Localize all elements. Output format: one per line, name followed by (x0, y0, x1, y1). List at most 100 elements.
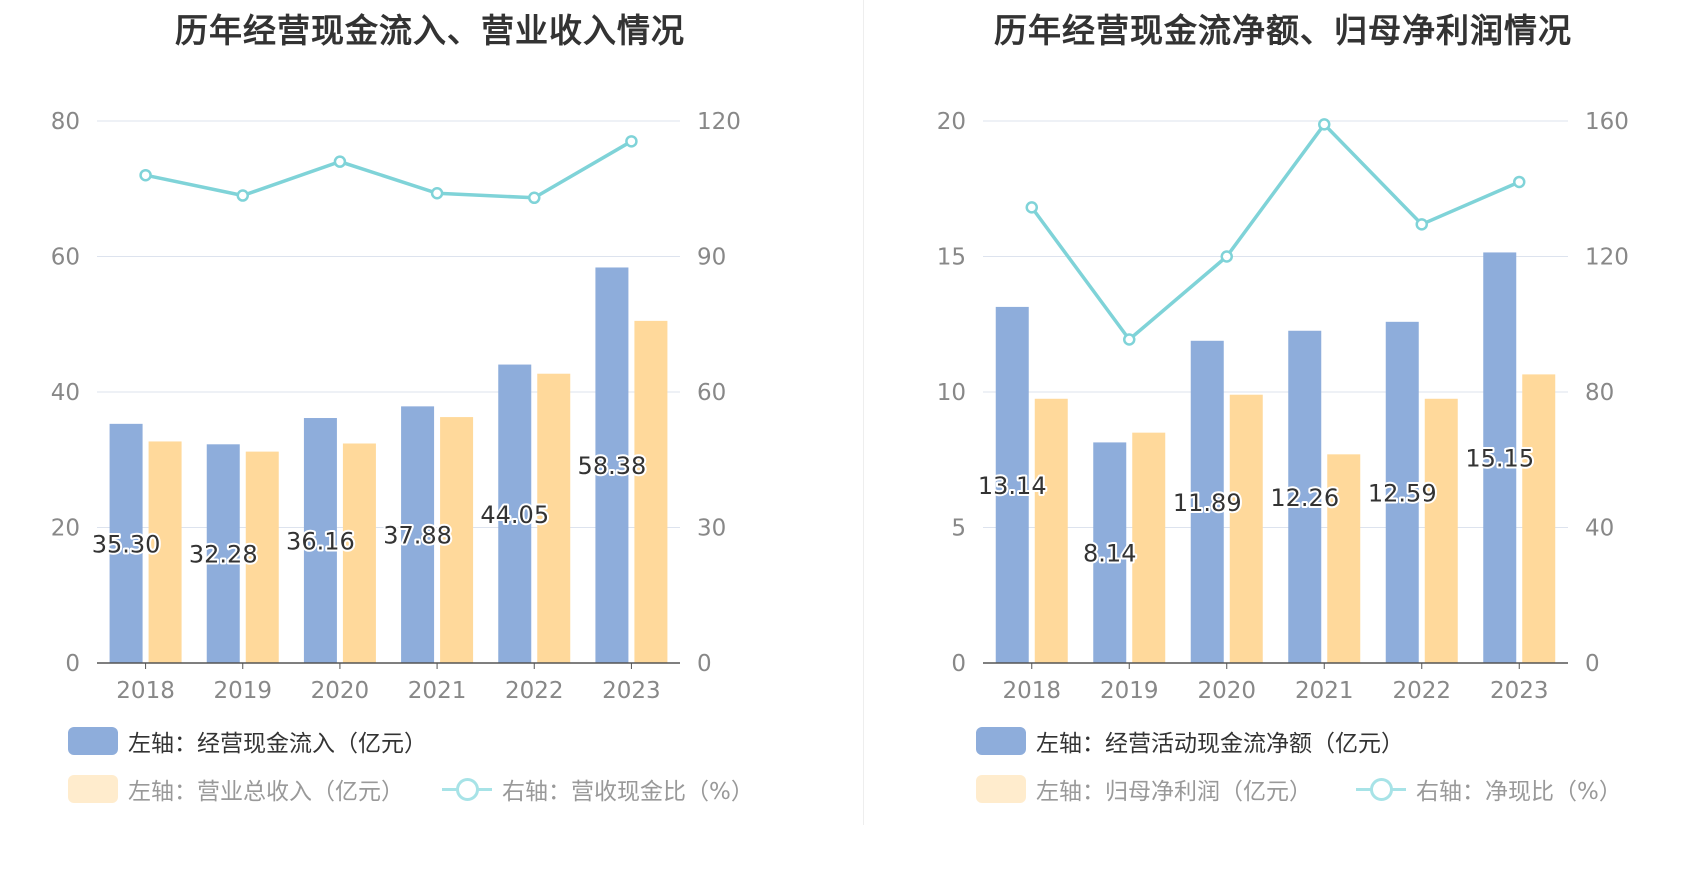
legend-item-1[interactable]: 左轴：经营活动现金流净额（亿元） (976, 724, 1404, 758)
bar-series-1 (1483, 252, 1517, 663)
bar-data-label: 32.28 (189, 541, 258, 569)
legend-label: 左轴：归母净利润（亿元） (1036, 779, 1312, 805)
line-point (236, 189, 249, 202)
y-tick-right: 80 (1585, 380, 1614, 406)
legend-swatch-bar (68, 727, 118, 755)
chart-title: 历年经营现金流净额、归母净利润情况 (994, 11, 1572, 50)
line-series (145, 139, 633, 200)
x-tick-label: 2021 (1295, 678, 1354, 704)
chart-title: 历年经营现金流入、营业收入情况 (175, 11, 685, 50)
y-tick-left: 0 (951, 651, 966, 677)
bar-series-2 (342, 443, 376, 663)
x-tick-label: 2020 (311, 678, 370, 704)
y-tick-left: 5 (951, 516, 966, 542)
legend-swatch-bar (68, 775, 118, 803)
bar-data-label: 12.26 (1270, 484, 1339, 512)
legend-label: 右轴：营收现金比（%） (502, 779, 754, 805)
bar-data-label: 36.16 (286, 528, 355, 556)
bar-series-1 (498, 364, 532, 663)
y-tick-right: 30 (697, 516, 726, 542)
x-tick-label: 2020 (1197, 678, 1256, 704)
line-point (1220, 250, 1233, 263)
bar-series-2 (1034, 398, 1068, 663)
bar-data-label: 11.89 (1173, 489, 1242, 517)
bar-series-2 (1424, 398, 1458, 663)
bar-data-label: 8.14 (1083, 540, 1136, 568)
bar-data-label: 12.59 (1368, 479, 1437, 507)
line-point (333, 155, 347, 168)
panel-divider (863, 0, 864, 825)
line-point (1123, 333, 1136, 346)
legend-item-3[interactable]: 右轴：净现比（%） (1356, 772, 1622, 806)
y-tick-right: 0 (697, 651, 712, 677)
x-tick-label: 2023 (602, 678, 661, 704)
line-point (1415, 218, 1428, 231)
bar-data-label: 37.88 (383, 522, 452, 550)
bar-series-1 (1093, 442, 1127, 663)
chart-svg: 0 20 40 60 80 0 30 60 90 120 2018 2019 2020 2021 2022 2… (51, 109, 741, 704)
legend-item-1[interactable]: 左轴：经营现金流入（亿元） (68, 724, 427, 758)
bar-series-1 (303, 418, 337, 663)
legend-swatch-line-icon (442, 775, 492, 803)
bar-data-label: 13.14 (978, 472, 1047, 500)
bar-series-2 (634, 320, 668, 663)
y-tick-left: 10 (937, 380, 966, 406)
bar-series-2 (537, 373, 571, 663)
bar-series-1 (109, 423, 143, 663)
line-point (1513, 175, 1526, 189)
bar-series-2 (245, 451, 279, 663)
chart-panel-right: 历年经营现金流净额、归母净利润情况 0 5 10 15 20 0 40 80 120 160 201… (866, 0, 1700, 874)
y-tick-left: 60 (51, 245, 80, 271)
x-tick-label: 2018 (116, 678, 175, 704)
bar-series-2 (1522, 374, 1556, 663)
legend-label: 左轴：经营现金流入（亿元） (128, 731, 427, 757)
chart-panel-left: 历年经营现金流入、营业收入情况 0 20 40 60 80 0 30 60 90 120 2018 2… (51, 11, 754, 806)
bar-series-2 (148, 441, 182, 663)
bar-data-label: 44.05 (480, 501, 549, 529)
line-series (1030, 121, 1520, 343)
bar-series-1 (995, 306, 1029, 663)
line-point (430, 187, 444, 200)
y-tick-right: 60 (697, 380, 726, 406)
x-tick-label: 2022 (1392, 678, 1451, 704)
bar-series-2 (1229, 394, 1263, 663)
y-tick-left: 20 (51, 516, 80, 542)
bar-series-1 (206, 444, 240, 663)
bar-series-2 (440, 417, 474, 663)
legend-item-3[interactable]: 右轴：营收现金比（%） (442, 772, 754, 806)
line-point (1025, 201, 1038, 214)
line-point (139, 168, 152, 182)
legend-item-2[interactable]: 左轴：归母净利润（亿元） (976, 772, 1312, 806)
bar-series-2 (1327, 454, 1361, 663)
legend-label: 右轴：净现比（%） (1416, 779, 1622, 805)
x-tick-label: 2021 (408, 678, 467, 704)
legend-label: 左轴：经营活动现金流净额（亿元） (1036, 731, 1404, 757)
x-tick-label: 2018 (1002, 678, 1061, 704)
bar-series-1 (1288, 330, 1322, 663)
bar-series-1 (1190, 340, 1224, 663)
chart-svg: 0 5 10 15 20 0 40 80 120 160 2018 2019 2020 2021 2022 2… (937, 109, 1629, 704)
y-tick-left: 20 (937, 109, 966, 135)
x-tick-label: 2019 (213, 678, 272, 704)
x-tick-label: 2022 (505, 678, 564, 704)
y-tick-left: 0 (65, 651, 80, 677)
x-tick-label: 2023 (1490, 678, 1549, 704)
bar-data-label: 15.15 (1465, 445, 1534, 473)
bar-data-label: 35.30 (92, 530, 161, 558)
x-tick-label: 2019 (1100, 678, 1159, 704)
line-point (528, 191, 541, 205)
y-tick-right: 120 (1585, 245, 1629, 271)
bar-series-1 (1385, 321, 1419, 663)
bar-series-1 (401, 406, 435, 663)
y-tick-left: 40 (51, 380, 80, 406)
legend-swatch-line-icon (1356, 775, 1406, 803)
legend-item-2[interactable]: 左轴：营业总收入（亿元） (68, 772, 404, 806)
line-point (625, 135, 638, 148)
y-tick-left: 80 (51, 109, 80, 135)
y-tick-right: 40 (1585, 516, 1614, 542)
y-tick-right: 160 (1585, 109, 1629, 135)
y-tick-right: 120 (697, 109, 741, 135)
bar-series-2 (1132, 432, 1166, 663)
legend-swatch-bar (976, 775, 1026, 803)
bar-data-label: 58.38 (578, 452, 647, 480)
